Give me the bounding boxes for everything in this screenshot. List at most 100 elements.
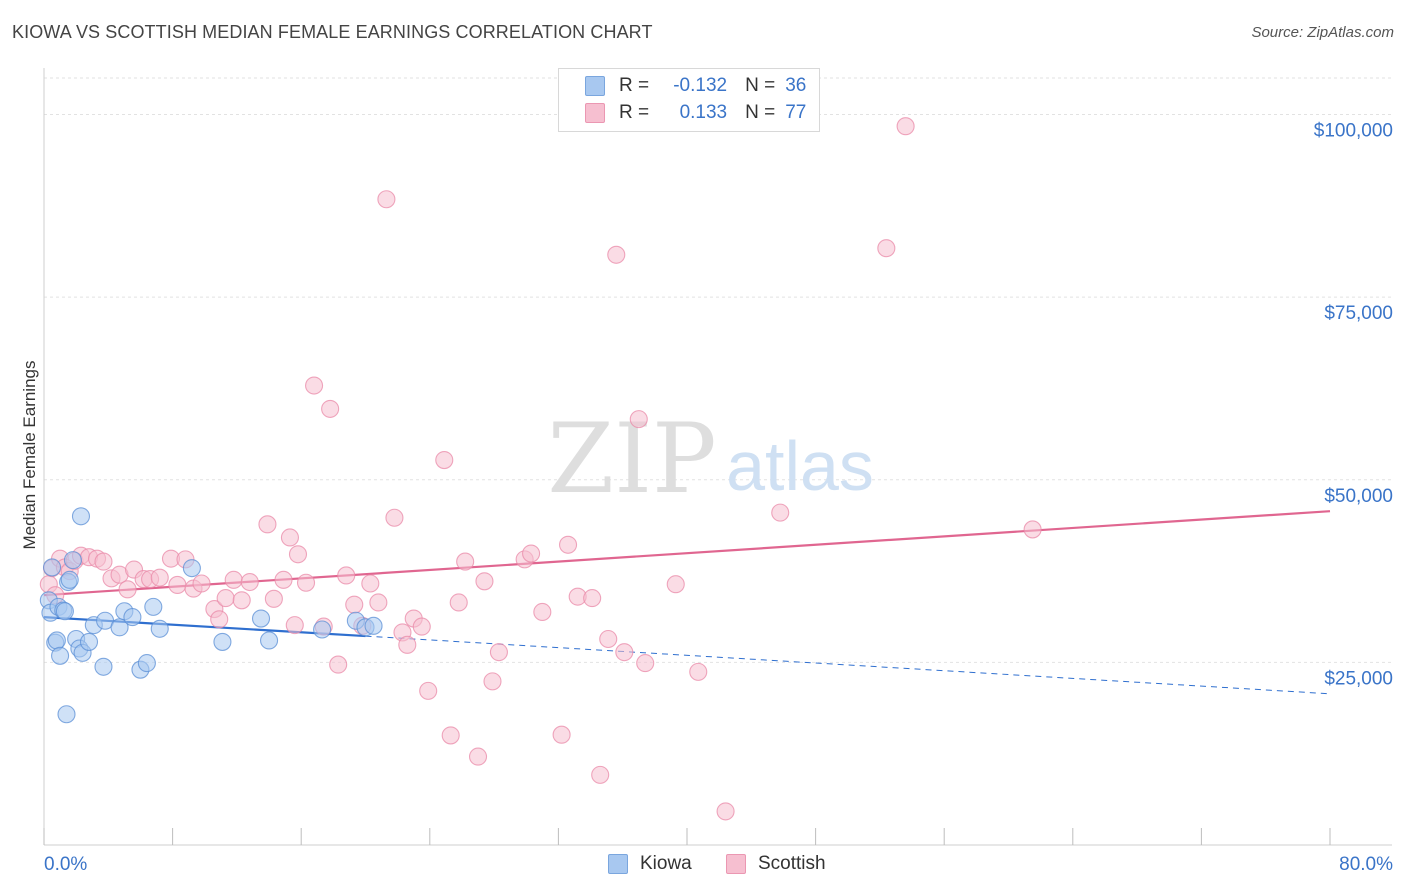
kiowa-point <box>47 631 66 650</box>
y-tick-label: $100,000 <box>1314 121 1393 142</box>
scottish-point <box>264 589 283 608</box>
scottish-point <box>398 635 417 654</box>
kiowa-point <box>150 619 169 638</box>
scottish-point <box>296 573 316 592</box>
legend-row-scottish: R = 0.133 N = 77 <box>585 100 806 126</box>
legend-swatch-scottish <box>585 103 605 123</box>
scottish-point <box>468 747 488 766</box>
scottish-point <box>150 568 169 587</box>
scottish-point <box>232 591 251 610</box>
scottish-point <box>210 610 229 629</box>
kiowa-point <box>123 608 142 627</box>
scottish-point <box>1023 520 1042 539</box>
scottish-point <box>475 572 494 591</box>
kiowa-point <box>182 559 201 578</box>
legend-n-label: N = <box>745 102 776 123</box>
scottish-point <box>636 654 655 673</box>
x-tick-label-min: 0.0% <box>44 854 87 875</box>
scottish-point <box>285 616 304 635</box>
scottish-point <box>771 503 790 522</box>
legend-row-kiowa: R = -0.132 N = 36 <box>585 73 806 99</box>
legend-n-label: N = <box>745 75 776 96</box>
scottish-point <box>274 570 293 589</box>
scottish-point <box>558 535 578 554</box>
scottish-point <box>345 595 364 614</box>
bottom-legend-swatch-scottish <box>726 854 746 874</box>
watermark: ZIP atlas <box>547 403 874 515</box>
bottom-legend-swatch-kiowa <box>608 854 628 874</box>
scottish-point <box>216 589 235 608</box>
kiowa-point <box>137 654 156 673</box>
kiowa-point <box>259 631 279 650</box>
kiowa-point <box>313 620 332 639</box>
kiowa-point <box>57 705 76 724</box>
scottish-point <box>666 575 685 594</box>
scottish-point <box>224 570 243 589</box>
scottish-point <box>288 545 308 564</box>
scottish-point <box>369 593 388 612</box>
scottish-point <box>483 672 502 691</box>
scottish-point <box>449 593 468 612</box>
scottish-point <box>896 117 915 136</box>
scottish-point <box>552 725 571 744</box>
scottish-point <box>361 574 380 593</box>
bottom-legend-label-kiowa: Kiowa <box>640 853 692 874</box>
scottish-point <box>489 643 508 662</box>
legend-r-label: R = <box>619 102 650 123</box>
kiowa-point <box>63 551 82 570</box>
x-tick-label-max: 80.0% <box>1339 854 1393 875</box>
kiowa-point <box>213 632 232 651</box>
kiowa-point <box>55 602 74 621</box>
scottish-point <box>435 450 454 470</box>
kiowa-point <box>144 597 163 616</box>
legend-swatch-kiowa <box>585 76 605 96</box>
axis-layer <box>43 68 1392 846</box>
scottish-point <box>258 515 277 534</box>
chart-title: KIOWA VS SCOTTISH MEDIAN FEMALE EARNINGS… <box>12 22 653 42</box>
scottish-point <box>192 574 211 593</box>
scottish-point <box>240 572 259 592</box>
watermark-atlas: atlas <box>726 427 874 505</box>
legend-n-value-scottish: 77 <box>785 102 807 123</box>
kiowa-point <box>51 646 70 665</box>
label-layer: $25,000 $50,000 $75,000 $100,000 0.0% 80.0% <box>44 121 1393 875</box>
kiowa-point <box>79 632 99 651</box>
y-tick-label: $25,000 <box>1324 668 1393 689</box>
scottish-point <box>337 566 356 585</box>
bottom-legend-label-scottish: Scottish <box>758 853 826 874</box>
legend-r-value-kiowa: -0.132 <box>673 75 728 96</box>
scottish-point <box>607 245 626 264</box>
scottish-point <box>522 544 541 563</box>
scottish-point <box>591 765 610 784</box>
scottish-point <box>456 552 475 571</box>
scottish-point <box>329 655 348 674</box>
legend-n-value-kiowa: 36 <box>785 75 807 96</box>
scottish-point <box>305 376 324 395</box>
scottish-point <box>583 589 602 608</box>
scottish-point <box>118 580 137 599</box>
kiowa-trend-extension <box>365 635 1331 695</box>
kiowa-point <box>251 609 271 628</box>
kiowa-point <box>364 616 383 635</box>
correlation-legend: R = -0.132 N = 36 R = 0.133 N = 77 <box>558 68 820 132</box>
y-tick-label: $75,000 <box>1324 303 1393 324</box>
scottish-point <box>716 802 735 821</box>
scottish-point <box>877 239 896 258</box>
scottish-point <box>94 552 113 571</box>
scottish-point <box>533 602 552 622</box>
y-tick-label: $50,000 <box>1324 486 1393 507</box>
scottish-point <box>689 662 708 681</box>
kiowa-point <box>60 570 79 589</box>
scottish-point <box>385 508 404 527</box>
scottish-point <box>599 629 618 649</box>
kiowa-point <box>42 558 62 577</box>
bottom-legend-kiowa: Kiowa <box>608 851 692 877</box>
legend-r-value-scottish: 0.133 <box>679 102 728 123</box>
legend-r-label: R = <box>619 75 650 96</box>
scottish-point <box>168 575 187 595</box>
scottish-point <box>629 410 648 429</box>
scottish-point <box>419 681 438 700</box>
scottish-point <box>280 528 299 547</box>
points-layer <box>39 117 1042 821</box>
